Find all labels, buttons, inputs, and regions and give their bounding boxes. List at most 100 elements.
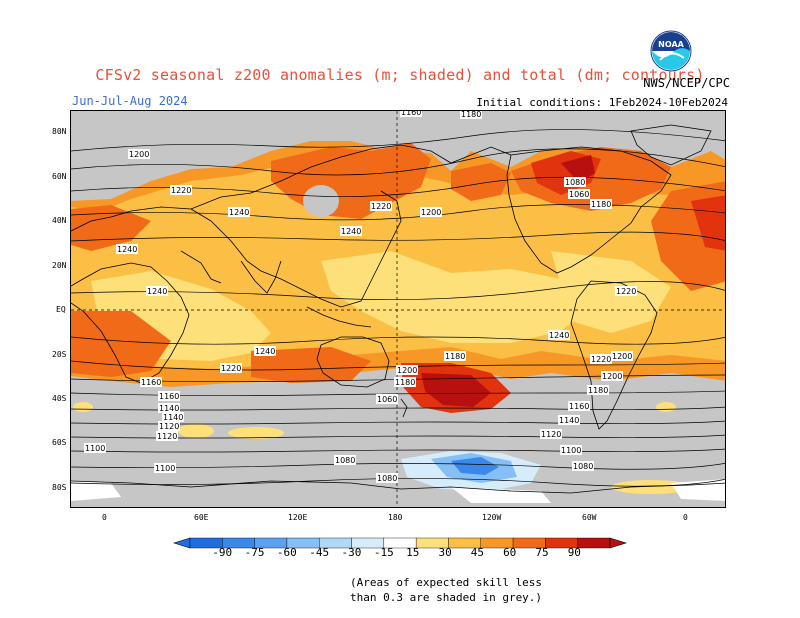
colorbar <box>172 537 628 549</box>
colorbar-tick-label: -15 <box>373 546 394 559</box>
contour-label-bg <box>158 421 180 431</box>
contour-label-bg <box>444 351 466 361</box>
southern-anomaly-patches <box>71 402 725 503</box>
chart-title: CFSv2 seasonal z200 anomalies (m; shaded… <box>95 66 705 84</box>
contour-label: 1080 <box>335 456 355 465</box>
contour-label-bg <box>376 473 398 483</box>
colorbar-min-arrow <box>172 537 191 549</box>
contour-label-bg <box>162 412 184 422</box>
colorbar-tick-label: 60 <box>503 546 517 559</box>
contour-label-bg <box>611 351 633 361</box>
contour-label: 1240 <box>341 227 361 236</box>
lon-label-0: 0 <box>102 513 107 522</box>
contour-label: 1080 <box>377 474 397 483</box>
contour-label-bg <box>615 286 637 296</box>
contour-label-bg <box>334 455 356 465</box>
contour-label: 1240 <box>229 208 249 217</box>
contour-label-group: 1160 118012001220124012401240124012401220… <box>84 111 637 483</box>
contour-label: 1220 <box>171 186 191 195</box>
contour-label-bg <box>158 391 180 401</box>
contour-label: 1180 <box>395 378 415 387</box>
contour-label: 1200 <box>397 366 417 375</box>
contour-label: 1100 <box>85 444 105 453</box>
contour-label-bg <box>156 431 178 441</box>
colorbar-tick-label: 30 <box>438 546 452 559</box>
contour-label: 1180 <box>461 111 481 119</box>
contour-label: 1240 <box>255 347 275 356</box>
noaa-logo-icon: NOAA <box>650 30 692 72</box>
svg-text:NOAA: NOAA <box>658 40 684 49</box>
contour-label-bg <box>370 201 392 211</box>
anomaly-map: 1160 1180 1200 1220 1240 1240 1240 1240 1240 1220… <box>70 110 726 508</box>
contour-label-bg <box>587 385 609 395</box>
contour-label: 1160 <box>569 402 589 411</box>
contour-label: 1200 <box>612 352 632 361</box>
contour-label-bg <box>146 286 168 296</box>
contour-label-bg <box>601 371 623 381</box>
contour-label-bg <box>568 189 590 199</box>
agency-label: NWS/NCEP/CPC <box>643 76 730 90</box>
contour-label: 1060 <box>569 190 589 199</box>
lat-label-80n: 80N <box>52 127 67 136</box>
lat-label-20s: 20S <box>52 350 67 359</box>
contour-label-bg <box>254 346 276 356</box>
contour-label-bg <box>340 226 362 236</box>
lon-label-60w: 60W <box>582 513 597 522</box>
contour-label: 1140 <box>559 416 579 425</box>
lat-label-20n: 20N <box>52 261 67 270</box>
lat-label-40s: 40S <box>52 394 67 403</box>
contour-label: 1240 <box>549 331 569 340</box>
lat-label-60s: 60S <box>52 438 67 447</box>
colorbar-tick-label: 90 <box>567 546 581 559</box>
colorbar-tick-label: 75 <box>535 546 549 559</box>
skill-note-line-2: than 0.3 are shaded in grey.) <box>350 591 543 604</box>
contour-label-bg <box>400 111 422 117</box>
contour-label: 1220 <box>221 364 241 373</box>
contour-label: 1160 <box>159 392 179 401</box>
colorbar-swatch <box>577 537 611 549</box>
lat-label-80s: 80S <box>52 483 67 492</box>
contour-label: 1200 <box>421 208 441 217</box>
contour-label-bg <box>548 330 570 340</box>
contour-label: 1100 <box>561 446 581 455</box>
map-graphic: 1160 118012001220124012401240124012401220… <box>71 111 725 507</box>
contour-label-bg <box>572 461 594 471</box>
contour-label: 1120 <box>159 422 179 431</box>
contour-label-bg <box>590 199 612 209</box>
contour-label-bg <box>116 244 138 254</box>
colorbar-tick-label: 45 <box>470 546 485 559</box>
lon-label-120w: 120W <box>482 513 502 522</box>
contour-label-bg <box>128 149 150 159</box>
contour-label-bg <box>228 207 250 217</box>
contour-label: 1160 <box>141 378 161 387</box>
initial-conditions-label: Initial conditions: 1Feb2024-10Feb2024 <box>476 96 728 109</box>
contour-label: 1080 <box>573 462 593 471</box>
contour-label: 1100 <box>155 464 175 473</box>
contour-label-bg <box>84 443 106 453</box>
lat-label-40n: 40N <box>52 216 67 225</box>
reference-lines <box>71 111 725 507</box>
contour-label-bg <box>460 111 482 119</box>
contour-label-bg <box>170 185 192 195</box>
contour-label: 1200 <box>129 150 149 159</box>
lat-label-eq: EQ <box>56 305 66 314</box>
colorbar-tick-label: -45 <box>309 546 330 559</box>
contour-label: 1180 <box>591 200 611 209</box>
contour-label: 1200 <box>602 372 622 381</box>
lon-label-0-east: 0 <box>683 513 688 522</box>
colorbar-tick-label: -75 <box>244 546 265 559</box>
contour-label-bg <box>220 363 242 373</box>
contour-label: 1080 <box>565 178 585 187</box>
contour-label: 1140 <box>159 404 179 413</box>
contour-label-bg <box>568 401 590 411</box>
contour-label-bg <box>158 403 180 413</box>
contour-label: 1060 <box>377 395 397 404</box>
contour-label: 1220 <box>616 287 636 296</box>
contour-label: 1180 <box>588 386 608 395</box>
skill-note: (Areas of expected skill less than 0.3 a… <box>350 575 542 605</box>
contour-label: 1160 <box>401 111 421 117</box>
colorbar-tick-label: -60 <box>276 546 297 559</box>
contour-label-bg <box>394 377 416 387</box>
contour-label-bg <box>420 207 442 217</box>
contour-label-bg <box>590 354 612 364</box>
